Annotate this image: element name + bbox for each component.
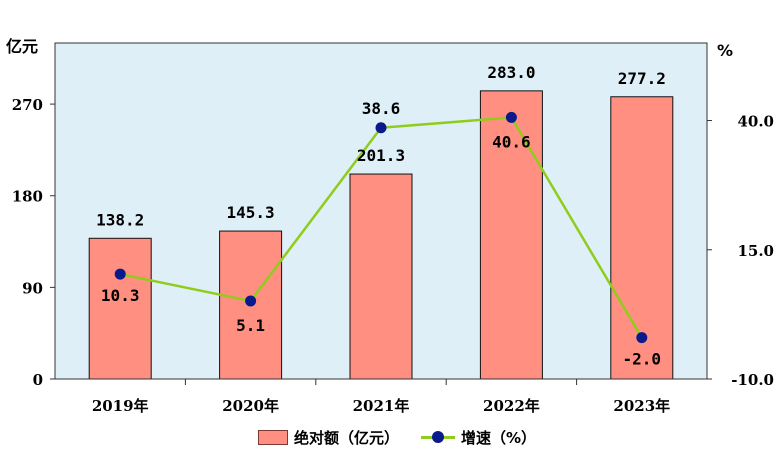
line-label-4: -2.0 xyxy=(623,350,662,369)
axes: 0 90 180 270 -10.0 15.0 40.0 亿元 % 2019年 2020年 2021年… xyxy=(6,37,774,415)
x-tick-label-4: 2023年 xyxy=(613,397,670,415)
plot-frame xyxy=(54,42,708,380)
left-tick-label-0: 0 xyxy=(33,371,43,389)
bar-label-4: 277.2 xyxy=(618,69,666,88)
line-label-0: 10.3 xyxy=(101,286,140,305)
x-tick-label-2: 2021年 xyxy=(353,397,410,415)
legend-bar-swatch xyxy=(258,429,288,445)
right-tick-label-0: -10.0 xyxy=(731,371,774,389)
bar-label-1: 145.3 xyxy=(227,203,275,222)
line-series xyxy=(114,111,648,344)
growth-point-1 xyxy=(245,295,257,307)
bar-series xyxy=(88,90,674,380)
bar-2 xyxy=(349,173,413,380)
legend-line-swatch xyxy=(421,430,456,444)
right-axis-unit: % xyxy=(717,41,733,60)
left-axis-unit: 亿元 xyxy=(6,37,38,56)
right-tick-label-2: 40.0 xyxy=(737,113,774,131)
line-label-3: 40.6 xyxy=(492,132,531,151)
bar-label-0: 138.2 xyxy=(96,210,144,229)
x-tick-label-0: 2019年 xyxy=(92,397,149,415)
line-label-2: 38.6 xyxy=(362,99,401,118)
left-tick-label-2: 180 xyxy=(12,188,43,206)
growth-point-0 xyxy=(114,268,126,280)
bar-label-3: 283.0 xyxy=(487,63,535,82)
legend: 绝对额（亿元） 增速（%） xyxy=(258,425,558,449)
legend-item-bar: 绝对额（亿元） xyxy=(258,427,399,448)
legend-line-label: 增速（%） xyxy=(461,428,537,447)
right-tick-label-1: 15.0 xyxy=(737,242,774,260)
growth-point-4 xyxy=(636,332,648,344)
bar-label-2: 201.3 xyxy=(357,146,405,165)
legend-item-line: 增速（%） xyxy=(421,427,536,448)
left-tick-label-1: 90 xyxy=(22,279,43,297)
x-tick-label-3: 2022年 xyxy=(483,397,540,415)
data-labels: 138.2 145.3 201.3 283.0 277.2 10.3 5.1 38.6 40.6… xyxy=(96,63,666,369)
x-tick-label-1: 2020年 xyxy=(222,397,279,415)
legend-bar-label: 绝对额（亿元） xyxy=(294,428,400,447)
left-tick-label-3: 270 xyxy=(12,96,43,114)
bar-3 xyxy=(479,90,543,380)
bar-0 xyxy=(88,237,152,380)
growth-point-3 xyxy=(505,111,517,123)
line-label-1: 5.1 xyxy=(236,316,265,335)
growth-point-2 xyxy=(375,122,387,134)
